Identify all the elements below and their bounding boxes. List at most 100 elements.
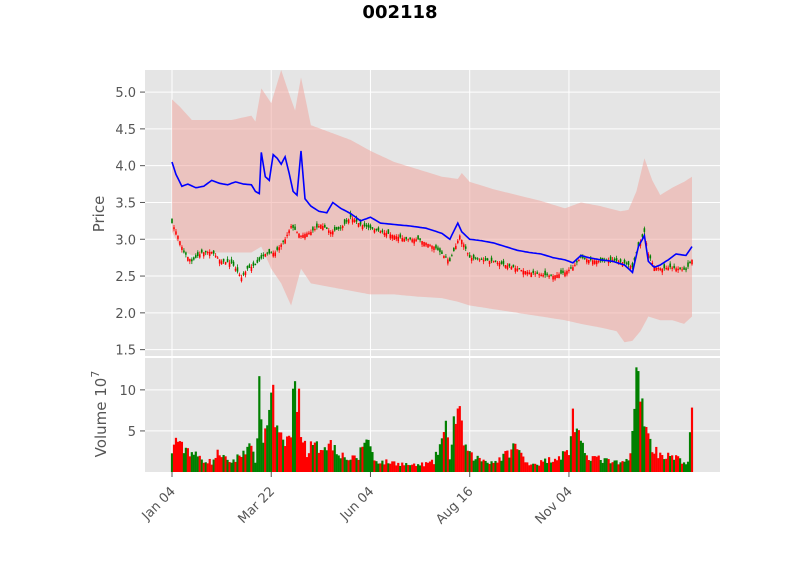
- candle-body: [228, 262, 231, 267]
- candle-body: [506, 265, 509, 270]
- candle-body: [254, 263, 257, 266]
- price-tick-label: 1.5: [115, 344, 136, 359]
- volume-bar: [228, 462, 231, 472]
- volume-bar: [528, 465, 531, 472]
- candle-body: [324, 225, 326, 228]
- volume-bar: [212, 459, 215, 472]
- volume-bar: [424, 462, 428, 472]
- candle-body: [530, 272, 533, 278]
- volume-bar: [649, 438, 652, 472]
- candle-body: [619, 259, 622, 262]
- candle-body: [629, 266, 632, 269]
- volume-bar: [440, 438, 444, 472]
- candle-body: [316, 223, 318, 228]
- candle-body: [197, 252, 199, 257]
- candle-body: [683, 267, 685, 270]
- candle-body: [393, 235, 396, 240]
- candle-body: [343, 219, 346, 224]
- volume-bar: [492, 462, 495, 472]
- candle-body: [578, 260, 580, 262]
- candle-body: [236, 267, 239, 272]
- volume-bar: [553, 458, 557, 472]
- candle-body: [421, 241, 423, 245]
- volume-bar: [534, 463, 537, 472]
- candle-body: [518, 268, 521, 270]
- volume-bar: [686, 461, 690, 472]
- volume-bar: [301, 442, 305, 472]
- candle-body: [431, 245, 433, 249]
- candle-body: [413, 239, 415, 244]
- candle-body: [625, 262, 628, 264]
- volume-bar: [538, 465, 541, 472]
- volume-bar: [337, 455, 340, 472]
- candle-body: [677, 268, 679, 271]
- volume-bar: [635, 367, 638, 472]
- volume-bar: [204, 462, 207, 472]
- candle-body: [439, 248, 441, 253]
- volume-bar: [673, 459, 676, 472]
- candle-body: [472, 254, 475, 259]
- candle-body: [534, 273, 536, 275]
- candle-body: [595, 260, 598, 265]
- volume-bar: [282, 439, 285, 472]
- candle-body: [544, 270, 546, 276]
- candle-body: [554, 275, 556, 280]
- volume-bar: [540, 460, 543, 472]
- volume-bar: [256, 438, 259, 472]
- volume-bar: [613, 460, 616, 472]
- volume-bar: [688, 432, 692, 472]
- candle-body: [177, 235, 179, 239]
- volume-bar: [567, 455, 571, 472]
- volume-bar: [234, 461, 237, 472]
- volume-bar: [637, 371, 640, 472]
- volume-bar: [345, 459, 348, 472]
- volume-bar: [677, 456, 680, 472]
- candle-body: [373, 229, 376, 233]
- candle-body: [302, 234, 304, 238]
- candle-body: [494, 260, 497, 262]
- candle-body: [651, 262, 654, 265]
- candle-body: [427, 243, 429, 248]
- volume-bar: [413, 463, 416, 472]
- candle-body: [333, 227, 336, 231]
- volume-axis-label-text: Volume 10: [92, 378, 110, 458]
- price-tick-label: 2.5: [115, 270, 136, 285]
- volume-bar: [248, 443, 251, 472]
- candle-body: [238, 274, 241, 277]
- volume-bar: [542, 461, 545, 472]
- volume-bar: [214, 457, 217, 472]
- candle-body: [588, 259, 590, 264]
- candle-body: [331, 231, 334, 235]
- volume-bar: [347, 460, 350, 472]
- candle-body: [653, 267, 656, 272]
- volume-bar: [585, 455, 588, 472]
- volume-bar: [180, 441, 184, 472]
- candle-body: [320, 224, 322, 229]
- volume-bar: [307, 453, 311, 472]
- volume-bar: [399, 465, 402, 472]
- candle-body: [546, 273, 548, 276]
- candle-body: [566, 271, 568, 275]
- volume-bar: [661, 455, 664, 472]
- volume-bar: [313, 442, 316, 472]
- volume-bar: [466, 450, 469, 472]
- volume-bar: [454, 423, 457, 472]
- volume-tick-label: 5: [128, 425, 136, 440]
- candle-body: [657, 267, 660, 270]
- volume-bar: [299, 437, 303, 472]
- volume-bar: [474, 459, 477, 472]
- volume-bar: [468, 451, 471, 472]
- candle-body: [204, 250, 207, 253]
- volume-bar: [555, 460, 559, 472]
- volume-bar: [605, 458, 608, 472]
- volume-bar: [353, 455, 356, 472]
- candle-body: [361, 225, 364, 230]
- volume-bar: [426, 462, 430, 472]
- candle-body: [508, 263, 511, 267]
- candle-body: [512, 264, 515, 268]
- candle-body: [633, 257, 636, 261]
- candle-body: [520, 269, 523, 272]
- volume-bar: [208, 458, 211, 472]
- volume-bar: [599, 459, 602, 472]
- candle-body: [290, 226, 292, 228]
